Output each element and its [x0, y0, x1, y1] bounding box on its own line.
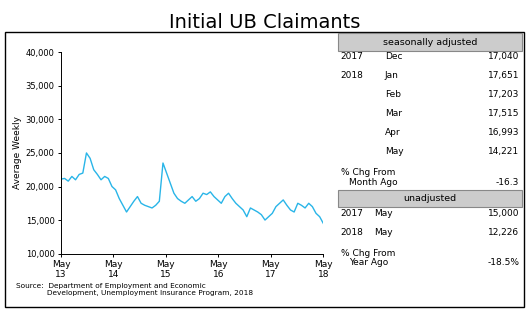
Text: 15,000: 15,000 — [488, 209, 519, 218]
Text: Source:  Department of Employment and Economic
             Development, Unemplo: Source: Department of Employment and Eco… — [16, 283, 253, 296]
Text: unadjusted: unadjusted — [403, 194, 457, 203]
Text: 17,515: 17,515 — [488, 109, 519, 118]
Text: Mar: Mar — [385, 109, 402, 118]
Text: -16.3: -16.3 — [496, 178, 519, 186]
Text: May: May — [374, 209, 393, 218]
Text: 17,203: 17,203 — [488, 90, 519, 99]
Text: 17,651: 17,651 — [488, 71, 519, 80]
Text: % Chg From: % Chg From — [341, 168, 395, 177]
Text: 2018: 2018 — [341, 228, 364, 237]
Text: Dec: Dec — [385, 52, 402, 61]
Bar — [338, 190, 522, 207]
Text: Year Ago: Year Ago — [349, 258, 388, 267]
Text: 12,226: 12,226 — [488, 228, 519, 237]
Text: 2017: 2017 — [341, 209, 364, 218]
Text: Month Ago: Month Ago — [349, 178, 398, 186]
Text: 16,993: 16,993 — [488, 128, 519, 137]
Text: 17,040: 17,040 — [488, 52, 519, 61]
Text: Feb: Feb — [385, 90, 401, 99]
Text: seasonally adjusted: seasonally adjusted — [383, 37, 478, 47]
Text: Initial UB Claimants: Initial UB Claimants — [169, 13, 361, 32]
Y-axis label: Average Weekly: Average Weekly — [13, 116, 22, 190]
Text: 2017: 2017 — [341, 52, 364, 61]
Text: % Chg From: % Chg From — [341, 249, 395, 257]
Text: 14,221: 14,221 — [488, 147, 519, 156]
Text: May: May — [374, 228, 393, 237]
Text: May: May — [385, 147, 403, 156]
Text: Apr: Apr — [385, 128, 400, 137]
Bar — [338, 33, 522, 51]
Bar — [5, 32, 524, 307]
Text: 2018: 2018 — [341, 71, 364, 80]
Text: -18.5%: -18.5% — [488, 258, 519, 267]
Text: Jan: Jan — [385, 71, 399, 80]
